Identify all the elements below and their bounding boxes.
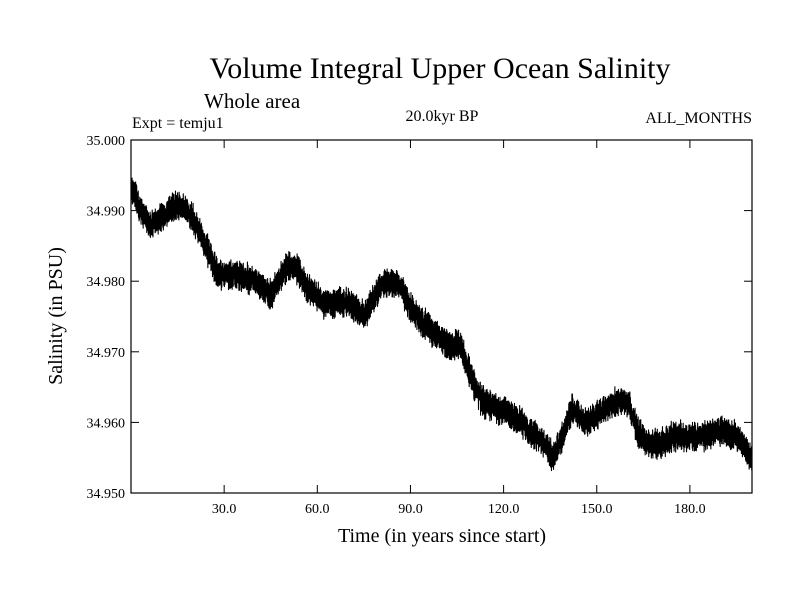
y-axis-label: Salinity (in PSU)	[45, 247, 67, 385]
y-tick-label: 35.000	[87, 134, 126, 149]
chart-title: Volume Integral Upper Ocean Salinity	[210, 52, 671, 85]
plot-frame	[130, 139, 753, 494]
x-tick-label: 180.0	[674, 502, 706, 517]
y-tick-label: 34.980	[87, 275, 126, 290]
chart-subtitle: Whole area	[204, 89, 301, 113]
months-label: ALL_MONTHS	[645, 110, 752, 127]
x-tick-label: 90.0	[398, 502, 423, 517]
salinity-series-line	[130, 177, 753, 472]
period-label: 20.0kyr BP	[406, 108, 479, 125]
x-axis: 30.0 60.0 90.0 120.0 150.0 180.0	[212, 140, 706, 517]
y-axis: 34.950 34.960 34.970 34.980 34.990 35.000	[87, 134, 752, 502]
x-tick-label: 30.0	[212, 502, 237, 517]
y-tick-label: 34.960	[87, 416, 126, 431]
x-tick-label: 120.0	[488, 502, 520, 517]
y-tick-label: 34.950	[87, 487, 126, 502]
x-axis-label: Time (in years since start)	[338, 525, 546, 547]
y-tick-label: 34.990	[87, 205, 126, 220]
x-tick-label: 150.0	[581, 502, 613, 517]
y-tick-label: 34.970	[87, 346, 126, 361]
expt-label: Expt = temju1	[132, 115, 224, 132]
x-tick-label: 60.0	[305, 502, 330, 517]
